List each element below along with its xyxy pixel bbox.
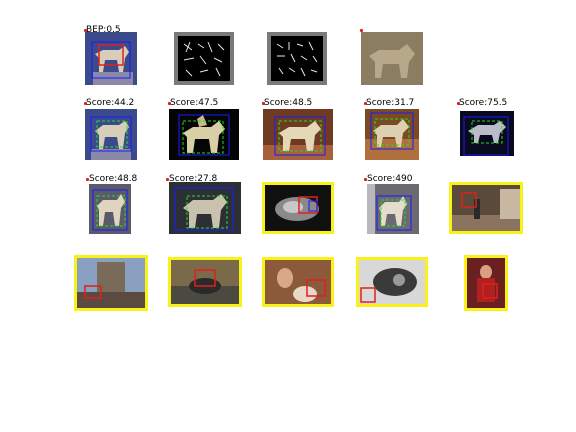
detection-image: [263, 109, 333, 160]
false-positive-image: [74, 255, 148, 311]
bep-label: BEP:0.5: [86, 25, 121, 35]
detection-image: [169, 182, 241, 234]
marker-dot: [364, 102, 367, 105]
false-positive-image: [356, 257, 428, 307]
score-label: Score:48.8: [89, 174, 138, 184]
detection-image: [367, 184, 419, 234]
hog-feature-image: [174, 32, 234, 85]
false-positive-image: [168, 257, 242, 307]
marker-dot: [84, 102, 87, 105]
detection-image: [169, 109, 239, 160]
marker-dot: [84, 29, 87, 32]
detection-image: [365, 109, 419, 160]
score-label: Score:48.5: [264, 98, 313, 108]
score-label: Score:47.5: [170, 98, 219, 108]
mean-image: [361, 32, 423, 85]
marker-dot: [168, 102, 171, 105]
marker-dot: [360, 29, 363, 32]
detection-image: [460, 111, 514, 156]
marker-dot: [262, 102, 265, 105]
detection-image: [89, 184, 131, 234]
marker-dot: [457, 102, 460, 105]
marker-dot: [364, 178, 367, 181]
marker-dot: [166, 178, 169, 181]
score-label: Score:27.8: [169, 174, 218, 184]
score-label: Score:490: [367, 174, 413, 184]
score-label: Score:44.2: [86, 98, 135, 108]
score-label: Score:31.7: [366, 98, 415, 108]
score-label: Score:75.5: [459, 98, 508, 108]
false-positive-image: [449, 182, 523, 234]
false-positive-image: [262, 257, 334, 307]
marker-dot: [86, 178, 89, 181]
detection-image: [85, 109, 137, 160]
part-filters-image: [267, 32, 327, 85]
template-horse-image: [85, 32, 137, 85]
false-positive-image: [262, 182, 334, 234]
false-positive-image: [464, 255, 508, 311]
